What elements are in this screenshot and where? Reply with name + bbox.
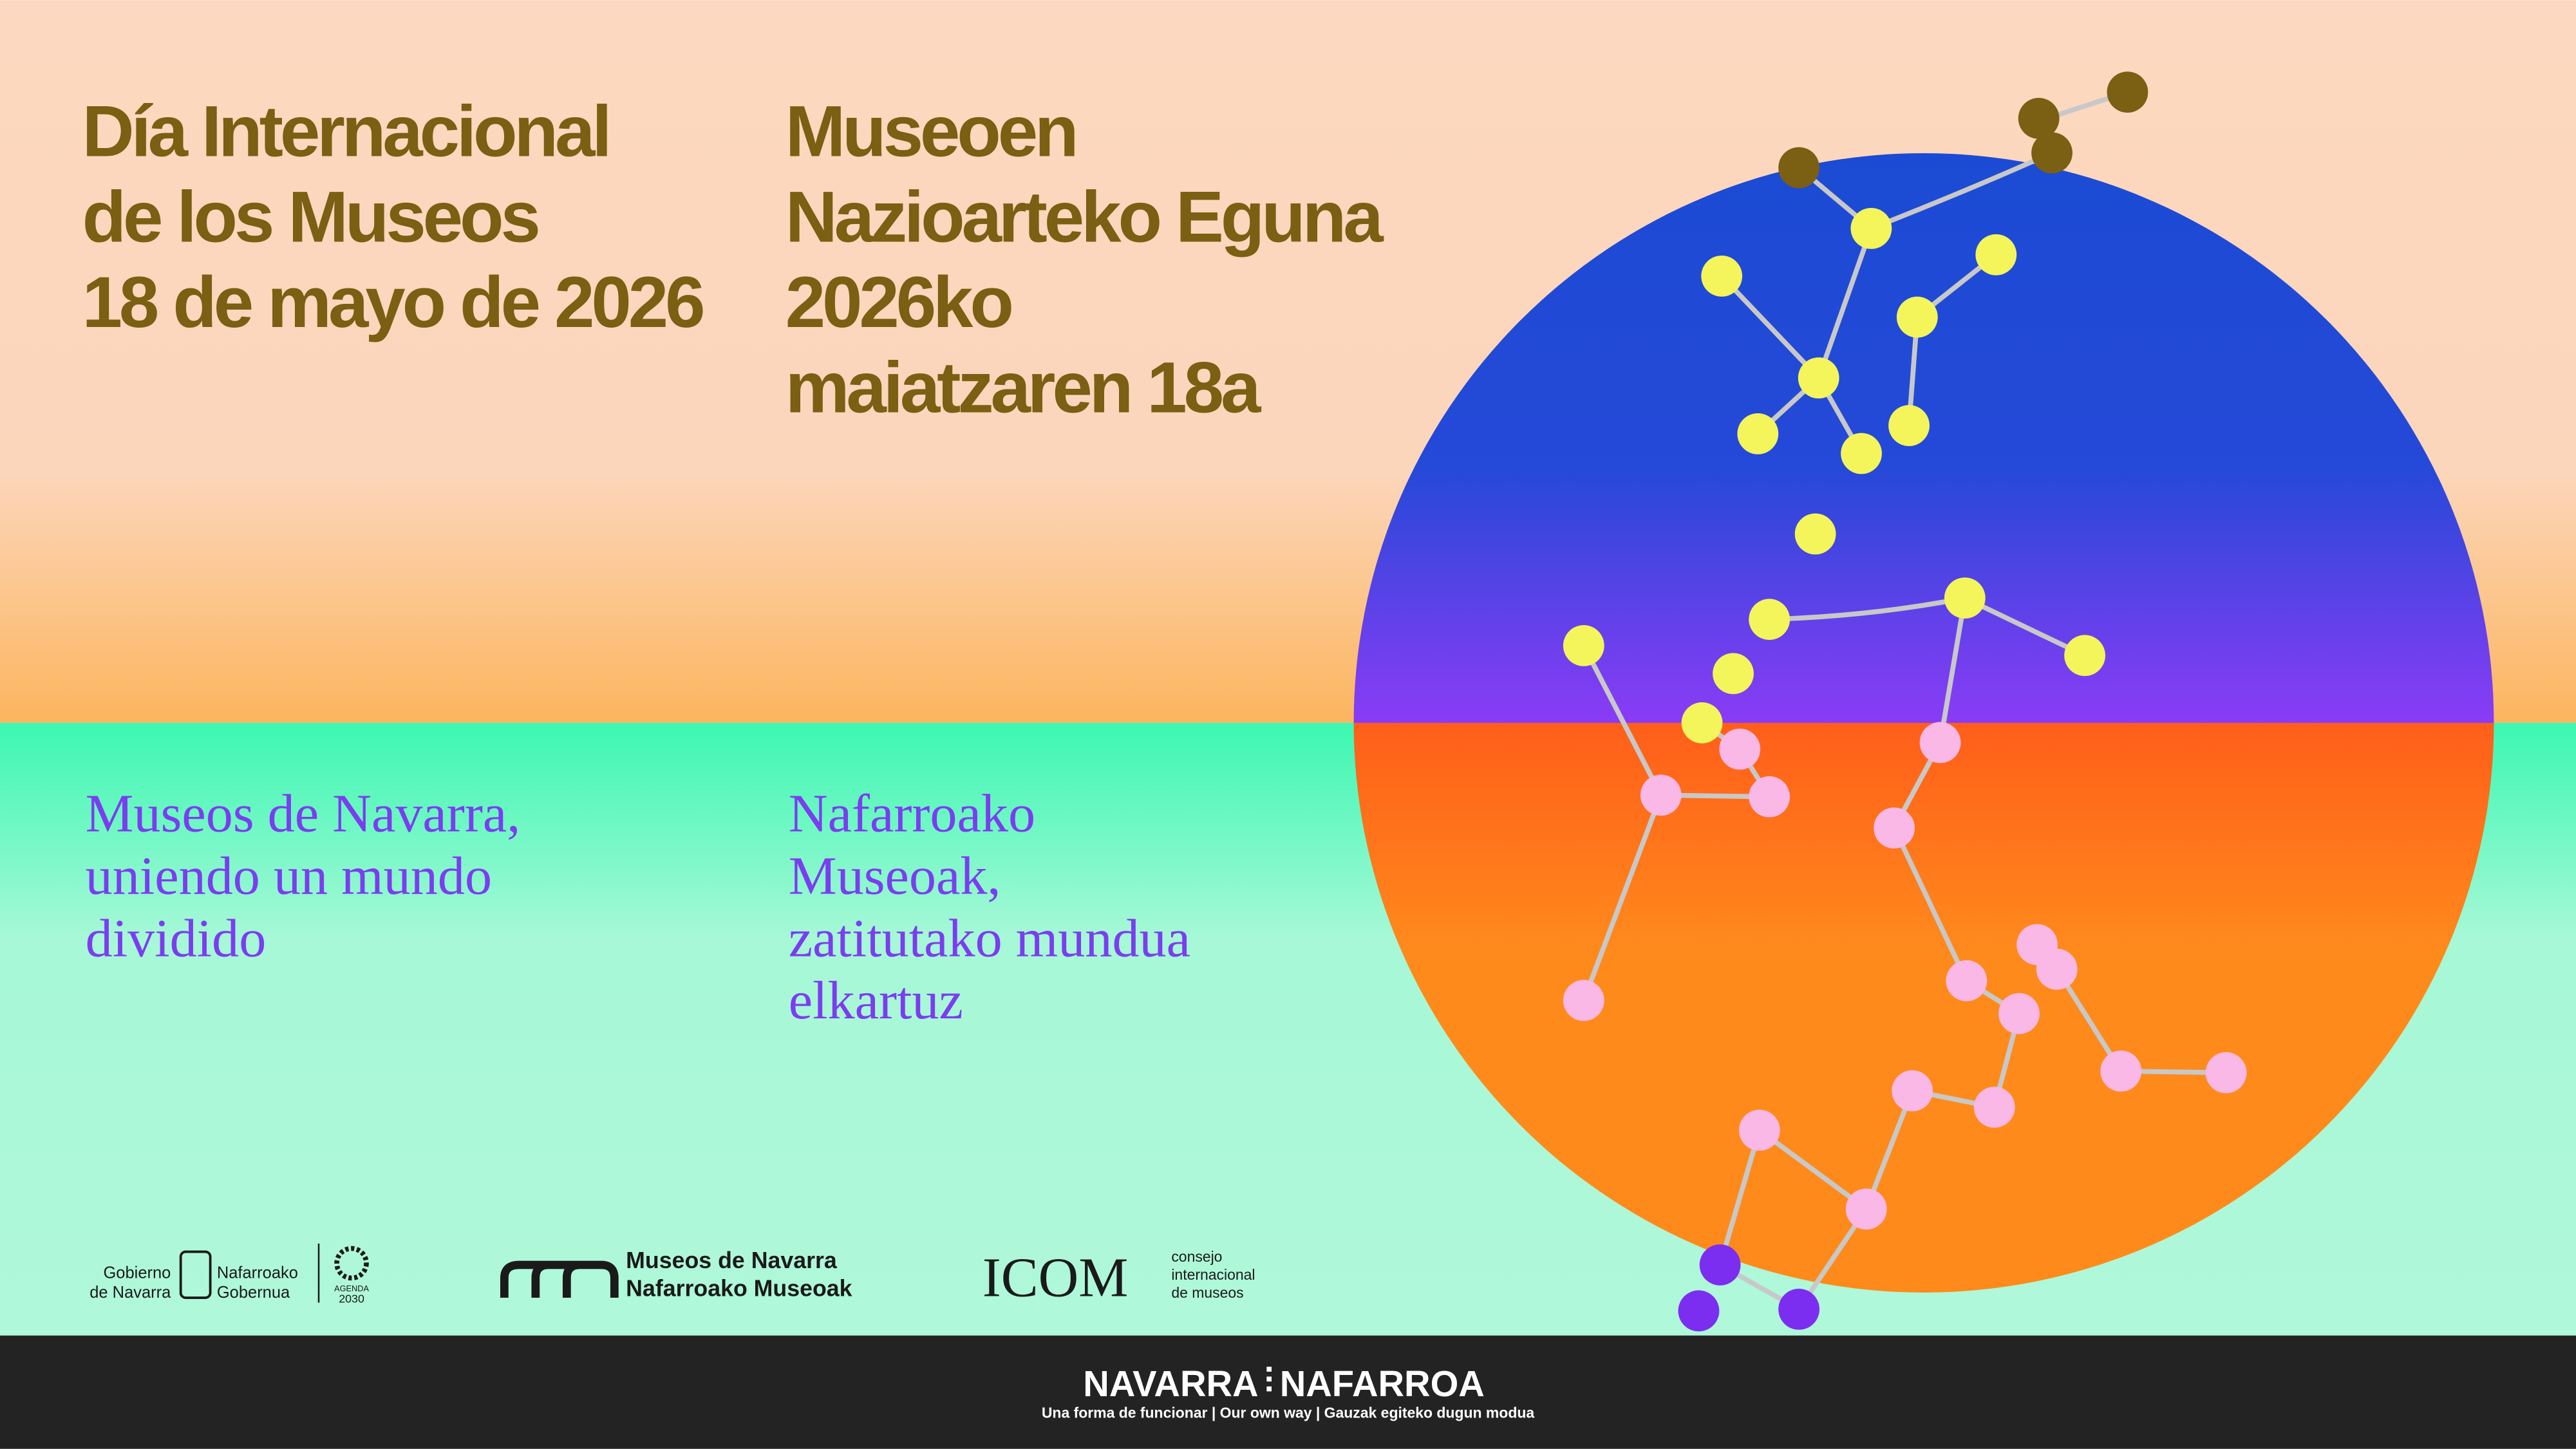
dot (1946, 960, 1988, 1002)
dot (1794, 513, 1836, 555)
crest (179, 1250, 212, 1299)
dot (1892, 1070, 1933, 1112)
dot (2036, 948, 2078, 990)
footer-separator (1266, 1367, 1272, 1392)
constellation (1563, 71, 2247, 1332)
separator-dot (1266, 1367, 1272, 1372)
dot (1874, 807, 1915, 849)
dot (1749, 776, 1791, 818)
logo-text: de museos (1171, 1284, 1243, 1301)
subtitle-line: dividido (86, 908, 267, 968)
dots-yellow (1563, 208, 2105, 743)
dot (1563, 980, 1604, 1022)
headline-line: 2026ko (785, 261, 1012, 342)
logo-icom: ICOM consejo internacional de museos (982, 1246, 1255, 1308)
dot (1798, 357, 1839, 398)
footer-brand: NAVARRA (1083, 1363, 1258, 1404)
logo-text: 2030 (339, 1293, 364, 1305)
logo-text: internacional (1171, 1266, 1255, 1283)
subtitle-line: zatitutako mundua (789, 908, 1190, 968)
dot (1701, 256, 1743, 297)
footer-tagline: Una forma de funcionar | Our own way | G… (1042, 1404, 1535, 1421)
dot (2205, 1052, 2247, 1094)
dot (1919, 722, 1961, 763)
dot (1749, 599, 1791, 640)
logo-text: de Navarra (89, 1284, 171, 1302)
footer-band (0, 1335, 2576, 1449)
dot (1713, 653, 1754, 695)
logo-text: Museos de Navarra (626, 1248, 838, 1273)
headline-es: Día Internacional de los Museos 18 de ma… (82, 91, 707, 342)
dots-pink (1563, 722, 2247, 1230)
icom-mark: ICOM (982, 1246, 1129, 1308)
dot (1699, 1244, 1741, 1285)
dot (1719, 728, 1761, 770)
subtitle-line: Museos de Navarra, (86, 783, 521, 843)
dot (1845, 1188, 1887, 1230)
globe-bottom (1353, 722, 2494, 1293)
subtitle-eu: Nafarroako Museoak, zatitutako mundua el… (789, 783, 1190, 1031)
dot (1973, 1087, 2015, 1128)
dot (1888, 405, 1930, 446)
logo-gobierno: Gobierno de Navarra Nafarroako Gobernua … (89, 1243, 369, 1305)
logo-museos: Museos de Navarra Nafarroako Museoak (500, 1248, 852, 1301)
separator-dot (1266, 1376, 1272, 1382)
subtitle-line: uniendo un mundo (86, 846, 492, 906)
dot (1678, 1290, 1720, 1332)
dot (1850, 208, 1892, 249)
subtitle-line: Nafarroako (789, 783, 1035, 843)
dot (1681, 702, 1723, 743)
dot (2031, 132, 2073, 174)
agenda-ring (334, 1246, 369, 1281)
dot (1975, 234, 2017, 276)
subtitle-line: Museoak, (789, 846, 1001, 906)
logo-text: Gobernua (217, 1284, 290, 1302)
footer-brand: NAFARROA (1280, 1363, 1485, 1404)
subtitle-es: Museos de Navarra, uniendo un mundo divi… (86, 783, 521, 968)
subtitle-line: elkartuz (789, 971, 963, 1031)
logo-text: Nafarroako (217, 1264, 298, 1282)
dot (2064, 635, 2105, 677)
dot (1778, 1288, 1819, 1330)
logo-text: Gobierno (103, 1264, 171, 1282)
dot (1944, 577, 1986, 619)
headline-line: Museoen (785, 91, 1076, 172)
logo-text: consejo (1171, 1248, 1222, 1265)
dots-olive (1778, 71, 2148, 189)
logo-text: AGENDA (334, 1284, 369, 1293)
dot (1896, 296, 1938, 338)
logo-text: Nafarroako Museoak (626, 1275, 852, 1301)
headline-line: Día Internacional (82, 91, 609, 172)
dots-purple (1678, 1244, 1819, 1332)
dot (1563, 625, 1604, 666)
headline-line: 18 de mayo de 2026 (82, 261, 703, 342)
dot (2018, 98, 2060, 139)
dot (1841, 433, 1882, 474)
separator-dot (1266, 1386, 1272, 1392)
museos-mark (500, 1260, 619, 1298)
dot (2107, 71, 2148, 113)
dot (1640, 774, 1682, 816)
dot (1778, 147, 1819, 189)
headline-line: maiatzaren 18a (785, 347, 1262, 428)
dot (1998, 993, 2040, 1034)
headline-eu: Museoen Nazioarteko Eguna 2026ko maiatza… (785, 91, 1388, 428)
dot (1738, 1109, 1780, 1151)
footer: NAVARRA NAFARROA Una forma de funcionar … (1042, 1363, 1535, 1421)
dot (1737, 413, 1779, 454)
headline-line: de los Museos (82, 176, 538, 257)
dot (2100, 1051, 2142, 1092)
headline-line: Nazioarteko Eguna (785, 176, 1385, 257)
